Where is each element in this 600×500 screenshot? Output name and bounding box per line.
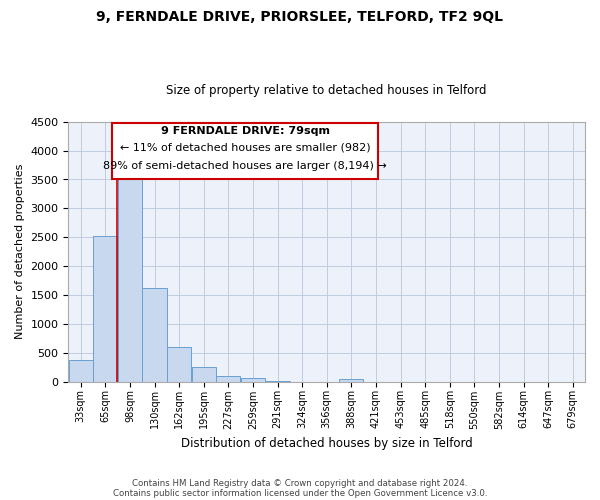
Bar xyxy=(68,360,93,382)
Bar xyxy=(93,236,118,382)
Text: Contains HM Land Registry data © Crown copyright and database right 2024.: Contains HM Land Registry data © Crown c… xyxy=(132,478,468,488)
Bar xyxy=(339,378,364,382)
FancyBboxPatch shape xyxy=(112,123,379,179)
Bar xyxy=(167,347,191,382)
Bar xyxy=(241,378,265,382)
Bar xyxy=(142,288,167,382)
Bar xyxy=(216,376,241,382)
Title: Size of property relative to detached houses in Telford: Size of property relative to detached ho… xyxy=(166,84,487,97)
Bar xyxy=(191,368,216,382)
Y-axis label: Number of detached properties: Number of detached properties xyxy=(15,164,25,340)
Text: 9, FERNDALE DRIVE, PRIORSLEE, TELFORD, TF2 9QL: 9, FERNDALE DRIVE, PRIORSLEE, TELFORD, T… xyxy=(97,10,503,24)
Bar xyxy=(118,168,142,382)
Text: 9 FERNDALE DRIVE: 79sqm: 9 FERNDALE DRIVE: 79sqm xyxy=(161,126,330,136)
Text: 89% of semi-detached houses are larger (8,194) →: 89% of semi-detached houses are larger (… xyxy=(103,160,387,170)
Text: ← 11% of detached houses are smaller (982): ← 11% of detached houses are smaller (98… xyxy=(120,142,371,152)
X-axis label: Distribution of detached houses by size in Telford: Distribution of detached houses by size … xyxy=(181,437,473,450)
Text: Contains public sector information licensed under the Open Government Licence v3: Contains public sector information licen… xyxy=(113,488,487,498)
